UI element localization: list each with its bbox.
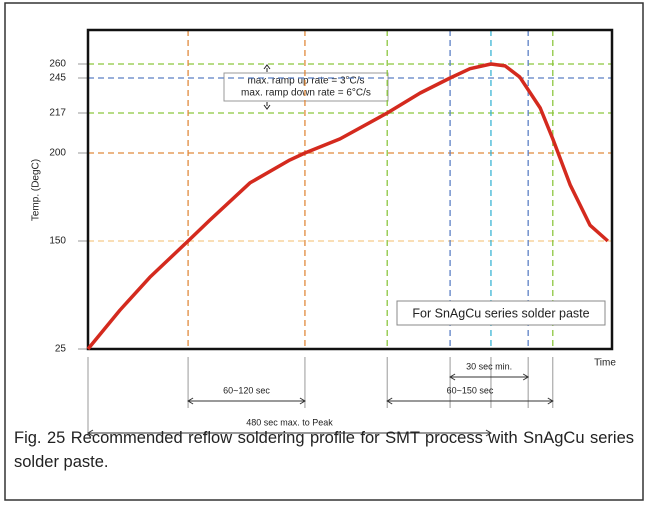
span-label: 480 sec max. to Peak [246, 417, 333, 427]
curve [86, 62, 609, 351]
y-tick-label: 217 [49, 108, 66, 119]
span-label: 60~120 sec [223, 385, 270, 395]
plot-frame [86, 28, 614, 351]
y-axis-label: Temp. (DegC) [31, 159, 42, 221]
span-arrows [87, 429, 492, 437]
annotation-arrows [263, 64, 271, 110]
annotation: max. ramp down rate = 6°C/s [241, 88, 371, 99]
legend-label: For SnAgCu series solder paste [412, 306, 589, 320]
y-tick-label: 260 [49, 59, 66, 70]
y-tick-label: 200 [49, 148, 66, 159]
span-label: 60~150 sec [447, 385, 494, 395]
caption: Fig. 25 Recommended reflow soldering pro… [14, 429, 634, 471]
span-arrows [187, 397, 306, 405]
y-tick-label: 150 [49, 236, 66, 247]
span-label: 30 sec min. [466, 361, 512, 371]
y-tick-label: 245 [49, 73, 66, 84]
y-tick-label: 25 [55, 344, 67, 355]
legend-box [396, 300, 606, 326]
x-axis-label: Time [594, 358, 616, 369]
span-arrows [386, 397, 554, 405]
outer-frame [4, 2, 644, 501]
span-arrows [449, 373, 530, 381]
annotation: max. ramp up rate = 3°C/s [247, 76, 364, 87]
